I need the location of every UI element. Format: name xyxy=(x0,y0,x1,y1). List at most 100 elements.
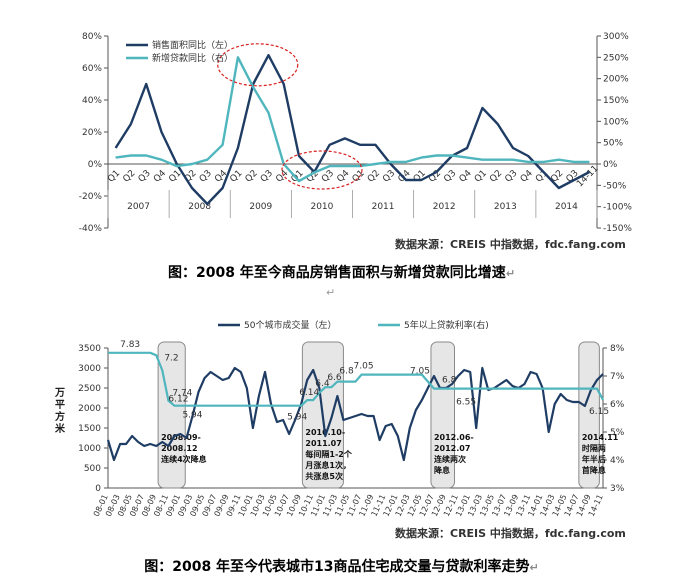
chart1-right-tick-label: -150% xyxy=(603,224,632,234)
paragraph-mark: ↵ xyxy=(326,286,336,299)
chart2-right-tick-label: 5% xyxy=(610,428,625,438)
chart1-quarter-label: Q3 xyxy=(198,169,214,185)
chart1-highlight-circle xyxy=(217,43,299,87)
chart1-right-tick-label: 300% xyxy=(603,32,629,42)
chart2-left-tick-label: 500 xyxy=(84,464,101,474)
chart2-annotation-text: 每间隔1-2个 xyxy=(305,449,352,459)
chart1-left-tick-label: -20% xyxy=(79,192,103,202)
chart2-left-tick-label: 3000 xyxy=(78,364,101,374)
chart2-rate-data-label: 7.05 xyxy=(354,362,374,372)
chart2-rate-data-label: 7.05 xyxy=(410,367,430,377)
chart1-quarter-label: Q3 xyxy=(137,169,153,185)
chart1-caption-text: 图：2008 年至今商品房销售面积与新增贷款同比增速 xyxy=(167,265,506,281)
chart1-quarter-label: Q3 xyxy=(320,169,336,185)
chart1-quarter-label: Q3 xyxy=(259,169,275,185)
chart2-left-tick-label: 3500 xyxy=(78,344,101,354)
chart2-y-unit-char: 方 xyxy=(55,410,65,423)
chart2-rate-data-label: 7.83 xyxy=(120,340,140,350)
chart2-rate-data-label: 5.94 xyxy=(287,413,307,423)
chart2-left-tick-label: 0 xyxy=(95,484,101,494)
chart1-legend-loans-label: 新增贷款同比（右） xyxy=(152,52,233,64)
chart2-source: 数据来源：CREIS 中指数据，fdc.fang.com xyxy=(395,526,626,540)
chart2-annotation-box xyxy=(578,341,600,489)
chart1-left-tick-label: 0% xyxy=(88,160,103,170)
chart1-quarter-label: Q2 xyxy=(121,169,137,185)
chart1-left-tick-label: 80% xyxy=(82,32,102,42)
chart1-quarter-label: Q4 xyxy=(397,168,413,184)
chart1-quarter-label: Q3 xyxy=(503,169,519,185)
chart1-right-tick-label: 200% xyxy=(603,75,629,85)
chart1-year-label: 2011 xyxy=(372,202,395,212)
chart1-highlight-circle xyxy=(281,150,363,190)
chart2-rate-data-label: 6.14 xyxy=(299,388,319,398)
chart2-annotation-text: 2011.07 xyxy=(305,439,341,448)
chart2-caption: 图：2008 年至今代表城市13商品住宅成交量与贷款利率走势↵ xyxy=(0,556,683,576)
chart1-quarter-label: Q1 xyxy=(290,169,306,185)
chart2-annotation-text: 时隔两 xyxy=(582,443,606,453)
chart1-right-tick-label: 250% xyxy=(603,53,629,63)
chart2-rate-data-label: 6.8 xyxy=(442,376,457,386)
chart1-quarter-label: Q4 xyxy=(458,168,474,184)
chart1-year-label: 2007 xyxy=(127,202,150,212)
chart1-left-tick-label: 60% xyxy=(82,64,102,74)
chart1-quarter-label: Q4 xyxy=(152,168,168,184)
chart1-legend: 销售面积同比（左）新增贷款同比（右） xyxy=(126,39,233,64)
chart2-left-tick-label: 2500 xyxy=(78,384,101,394)
chart1-source: 数据来源：CREIS 中指数据，fdc.fang.com xyxy=(395,237,626,251)
chart2-left-tick-label: 1500 xyxy=(78,424,101,434)
chart1-sales-line xyxy=(114,54,590,206)
chart2-rate-data-label: 7.74 xyxy=(172,389,192,399)
chart2-rate-line xyxy=(108,351,604,407)
chart2-annotation-text: 月涨息1次， xyxy=(304,460,351,470)
chart1-year-label: 2009 xyxy=(249,202,272,212)
chart2-left-tick-label: 2000 xyxy=(78,404,101,414)
chart2-rate-data-label: 5.94 xyxy=(182,411,202,421)
chart2-annotation-text: 降息 xyxy=(434,465,450,475)
chart1-quarter-label: Q1 xyxy=(473,169,489,185)
chart1-caption: 图：2008 年至今商品房销售面积与新增贷款同比增速↵ xyxy=(0,262,683,282)
chart2-right-tick-label: 3% xyxy=(610,484,625,494)
chart2-y-unit-char: 平 xyxy=(55,399,65,411)
chart1-quarter-label: Q2 xyxy=(488,169,504,185)
chart2-right-tick-label: 7% xyxy=(610,372,625,382)
chart1-year-label: 2014 xyxy=(555,202,578,212)
chart1-left-tick-label: -40% xyxy=(79,224,103,234)
chart2-annotation-text: 年半后 xyxy=(582,454,606,464)
chart2-rate-data-label: 6.55 xyxy=(456,398,476,408)
chart2-right-tick-label: 4% xyxy=(610,456,625,466)
chart2-annotation-box xyxy=(430,341,455,489)
chart2-rate-data-label: 7.2 xyxy=(164,353,178,363)
chart1-loans-line xyxy=(115,56,590,183)
chart2-caption-mark: ↵ xyxy=(529,561,539,574)
chart2-right-tick-label: 8% xyxy=(610,344,625,354)
chart1-legend-sales-label: 销售面积同比（左） xyxy=(152,39,233,51)
chart1-year-label: 2012 xyxy=(433,202,456,212)
chart1-left-tick-label: 40% xyxy=(82,96,102,106)
chart1-right-tick-label: 150% xyxy=(603,96,629,106)
chart2-right-tick-label: 6% xyxy=(610,400,625,410)
chart2-y-unit-char: 米 xyxy=(55,422,66,435)
chart1-right-tick-label: 50% xyxy=(603,139,623,149)
chart1-right-tick-label: 0% xyxy=(603,160,618,170)
chart2-annotation-text: 2014.11 xyxy=(582,433,619,442)
chart1-quarter-label: Q1 xyxy=(228,169,244,185)
chart2-annotation-text: 首降息 xyxy=(582,465,606,475)
chart2-rate-data-label: 6.15 xyxy=(589,407,609,417)
chart1-quarter-label: Q3 xyxy=(381,169,397,185)
chart2-annotation-text: 连续两次 xyxy=(434,454,466,464)
chart1-quarter-label: Q4 xyxy=(519,168,535,184)
chart2-annotation-text: 连续4次降息 xyxy=(161,454,207,464)
chart2-annotation-boxes: 2008.09-2008.12连续4次降息2010.10-2011.07每间隔1… xyxy=(157,341,619,489)
chart1-year-label: 2013 xyxy=(494,202,517,212)
chart2-rate-data-label: 6.8 xyxy=(339,367,354,377)
chart2-annotation-text: 共涨息5次 xyxy=(305,471,343,481)
chart2-rate-data-label: 6.12 xyxy=(168,395,188,405)
chart2-annotation-text: 2012.07 xyxy=(434,444,470,453)
chart1-quarter-label: Q2 xyxy=(366,169,382,185)
chart2-annotation-box xyxy=(157,341,186,489)
chart2-axes: 3500 3000 2500 2000 1500 1000 500 0 8% 7% 6% 5% 4% 3%… xyxy=(54,344,625,518)
chart2-legend-volume-label: 50个城市成交量（左） xyxy=(244,319,336,331)
chart2-rate-data-label: 6.4 xyxy=(315,379,330,389)
sales-loan-growth-chart: 80% 60% 40% 20% 0% -20% -40% 300% 250% 200% 150% 10… xyxy=(79,32,633,251)
chart1-right-tick-label: -50% xyxy=(603,181,627,191)
